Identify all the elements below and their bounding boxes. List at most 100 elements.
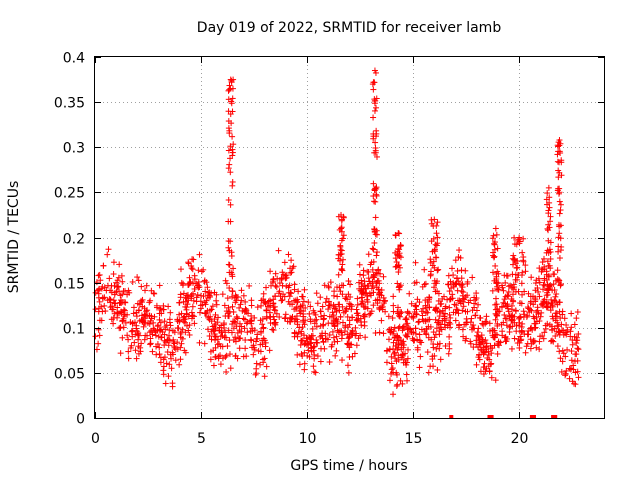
data-point xyxy=(153,351,160,358)
data-point xyxy=(353,342,360,349)
data-point xyxy=(273,310,280,317)
data-point xyxy=(371,67,378,74)
y-tick-label: 0.1 xyxy=(63,322,85,338)
data-point xyxy=(270,327,277,334)
data-point xyxy=(225,108,232,115)
data-point xyxy=(389,315,396,322)
data-point xyxy=(133,322,140,329)
data-point xyxy=(183,322,190,329)
data-point xyxy=(339,216,346,223)
data-point xyxy=(371,239,378,246)
data-point xyxy=(556,230,563,237)
data-point xyxy=(226,285,233,292)
data-point xyxy=(568,357,575,364)
data-point xyxy=(555,323,562,330)
data-point xyxy=(159,329,166,336)
data-point xyxy=(512,308,519,315)
data-point xyxy=(167,309,174,316)
data-point xyxy=(456,281,463,288)
data-point xyxy=(329,328,336,335)
data-point xyxy=(227,365,234,372)
data-point xyxy=(493,231,500,238)
data-point xyxy=(331,288,338,295)
data-point xyxy=(314,353,321,360)
data-point xyxy=(117,299,124,306)
data-point xyxy=(259,321,266,328)
data-point xyxy=(494,320,501,327)
data-point xyxy=(186,322,193,329)
data-point xyxy=(373,104,380,111)
data-point xyxy=(558,157,565,164)
data-point xyxy=(321,345,328,352)
data-point xyxy=(96,332,103,339)
data-point xyxy=(178,310,185,317)
data-point xyxy=(529,293,536,300)
y-axis-label: SRMTID / TECUs xyxy=(6,181,22,294)
data-point xyxy=(313,290,320,297)
data-point xyxy=(232,299,239,306)
data-point xyxy=(446,288,453,295)
data-point xyxy=(320,321,327,328)
data-point xyxy=(431,334,438,341)
data-point xyxy=(160,363,167,370)
data-point xyxy=(502,338,509,345)
data-point xyxy=(546,321,553,328)
data-point xyxy=(307,303,314,310)
data-point xyxy=(187,293,194,300)
data-point xyxy=(414,336,421,343)
data-point xyxy=(248,297,255,304)
data-point xyxy=(450,272,457,279)
data-point xyxy=(157,359,164,366)
data-point xyxy=(396,230,403,237)
data-point xyxy=(267,302,274,309)
data-point xyxy=(454,274,461,281)
data-point xyxy=(556,255,563,262)
data-point xyxy=(525,290,532,297)
data-point xyxy=(206,332,213,339)
data-point xyxy=(360,312,367,319)
data-point xyxy=(344,331,351,338)
data-point xyxy=(346,334,353,341)
data-point xyxy=(412,303,419,310)
data-point xyxy=(452,317,459,324)
data-point xyxy=(296,361,303,368)
data-point xyxy=(392,249,399,256)
data-point xyxy=(344,362,351,369)
data-point xyxy=(548,300,555,307)
data-points xyxy=(92,67,582,419)
data-point xyxy=(229,303,236,310)
data-point xyxy=(402,332,409,339)
data-point xyxy=(286,293,293,300)
data-point xyxy=(489,235,496,242)
data-point xyxy=(572,369,579,376)
data-point xyxy=(433,242,440,249)
data-point xyxy=(525,331,532,338)
data-point xyxy=(200,293,207,300)
data-point xyxy=(214,336,221,343)
data-point xyxy=(172,357,179,364)
data-point xyxy=(217,333,224,340)
data-point xyxy=(511,234,518,241)
data-point xyxy=(253,365,260,372)
data-point xyxy=(228,269,235,276)
data-point xyxy=(470,325,477,332)
data-point xyxy=(213,291,220,298)
data-point xyxy=(555,148,562,155)
data-point xyxy=(155,333,162,340)
data-point xyxy=(215,353,222,360)
data-point xyxy=(557,247,564,254)
zero-value-point xyxy=(532,415,537,419)
data-point xyxy=(337,246,344,253)
data-point xyxy=(396,323,403,330)
data-point xyxy=(207,356,214,363)
data-point xyxy=(416,331,423,338)
data-point xyxy=(435,297,442,304)
x-tick-labels: 0 5 10 15 20 xyxy=(91,431,528,447)
data-point xyxy=(489,327,496,334)
y-tick-label: 0.4 xyxy=(63,51,85,67)
data-point xyxy=(205,289,212,296)
data-point xyxy=(447,314,454,321)
data-point xyxy=(556,142,563,149)
data-point xyxy=(258,302,265,309)
data-point xyxy=(373,191,380,198)
